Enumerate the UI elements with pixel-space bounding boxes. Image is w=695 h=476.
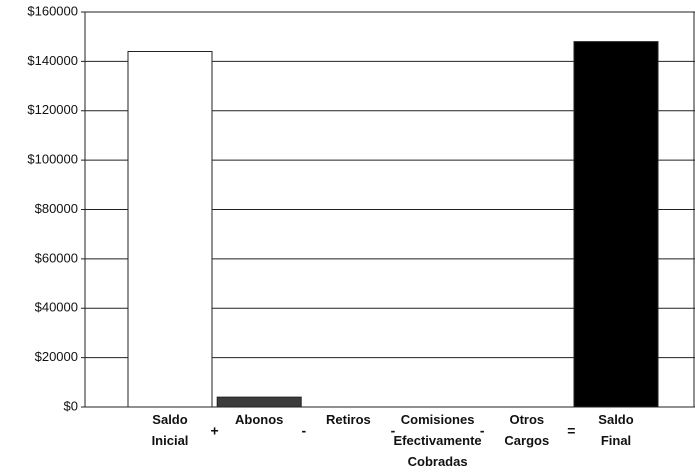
x-tick-label-line: Saldo [152,412,187,427]
y-tick-label: $60000 [35,250,78,265]
bar [573,41,659,408]
operator: = [567,423,575,439]
x-tick-label-line: Cobradas [408,454,468,469]
y-tick-label: $160000 [27,3,78,18]
x-tick-label-line: Saldo [598,412,633,427]
y-tick-label: $0 [64,398,78,413]
x-tick-label-line: Comisiones [401,412,475,427]
x-tick-label-line: Abonos [235,412,283,427]
y-tick-label: $20000 [35,349,78,364]
y-tick-label: $120000 [27,102,78,117]
operator: - [480,423,485,439]
bar [127,51,213,408]
operator: + [211,423,219,439]
y-tick-label: $80000 [35,201,78,216]
y-tick-label: $140000 [27,53,78,68]
x-tick-label: Abonos [235,412,283,427]
operator: - [391,423,396,439]
operator: - [301,423,306,439]
y-tick-label: $100000 [27,152,78,167]
y-tick-label: $40000 [35,300,78,315]
x-tick-label: Saldo Final [598,412,633,448]
x-tick-label-line: Otros [509,412,544,427]
x-tick-label-line: Efectivamente [394,433,482,448]
bar [216,396,302,408]
x-tick-label-line: Final [601,433,631,448]
x-tick-label-line: Retiros [326,412,371,427]
x-tick-label: Comisiones Efectivamente Cobradas [394,412,482,469]
x-tick-label: Retiros [326,412,371,427]
x-tick-label-line: Inicial [152,433,189,448]
x-tick-label: Otros Cargos [504,412,549,448]
x-tick-label: Saldo Inicial [152,412,189,448]
x-tick-label-line: Cargos [504,433,549,448]
